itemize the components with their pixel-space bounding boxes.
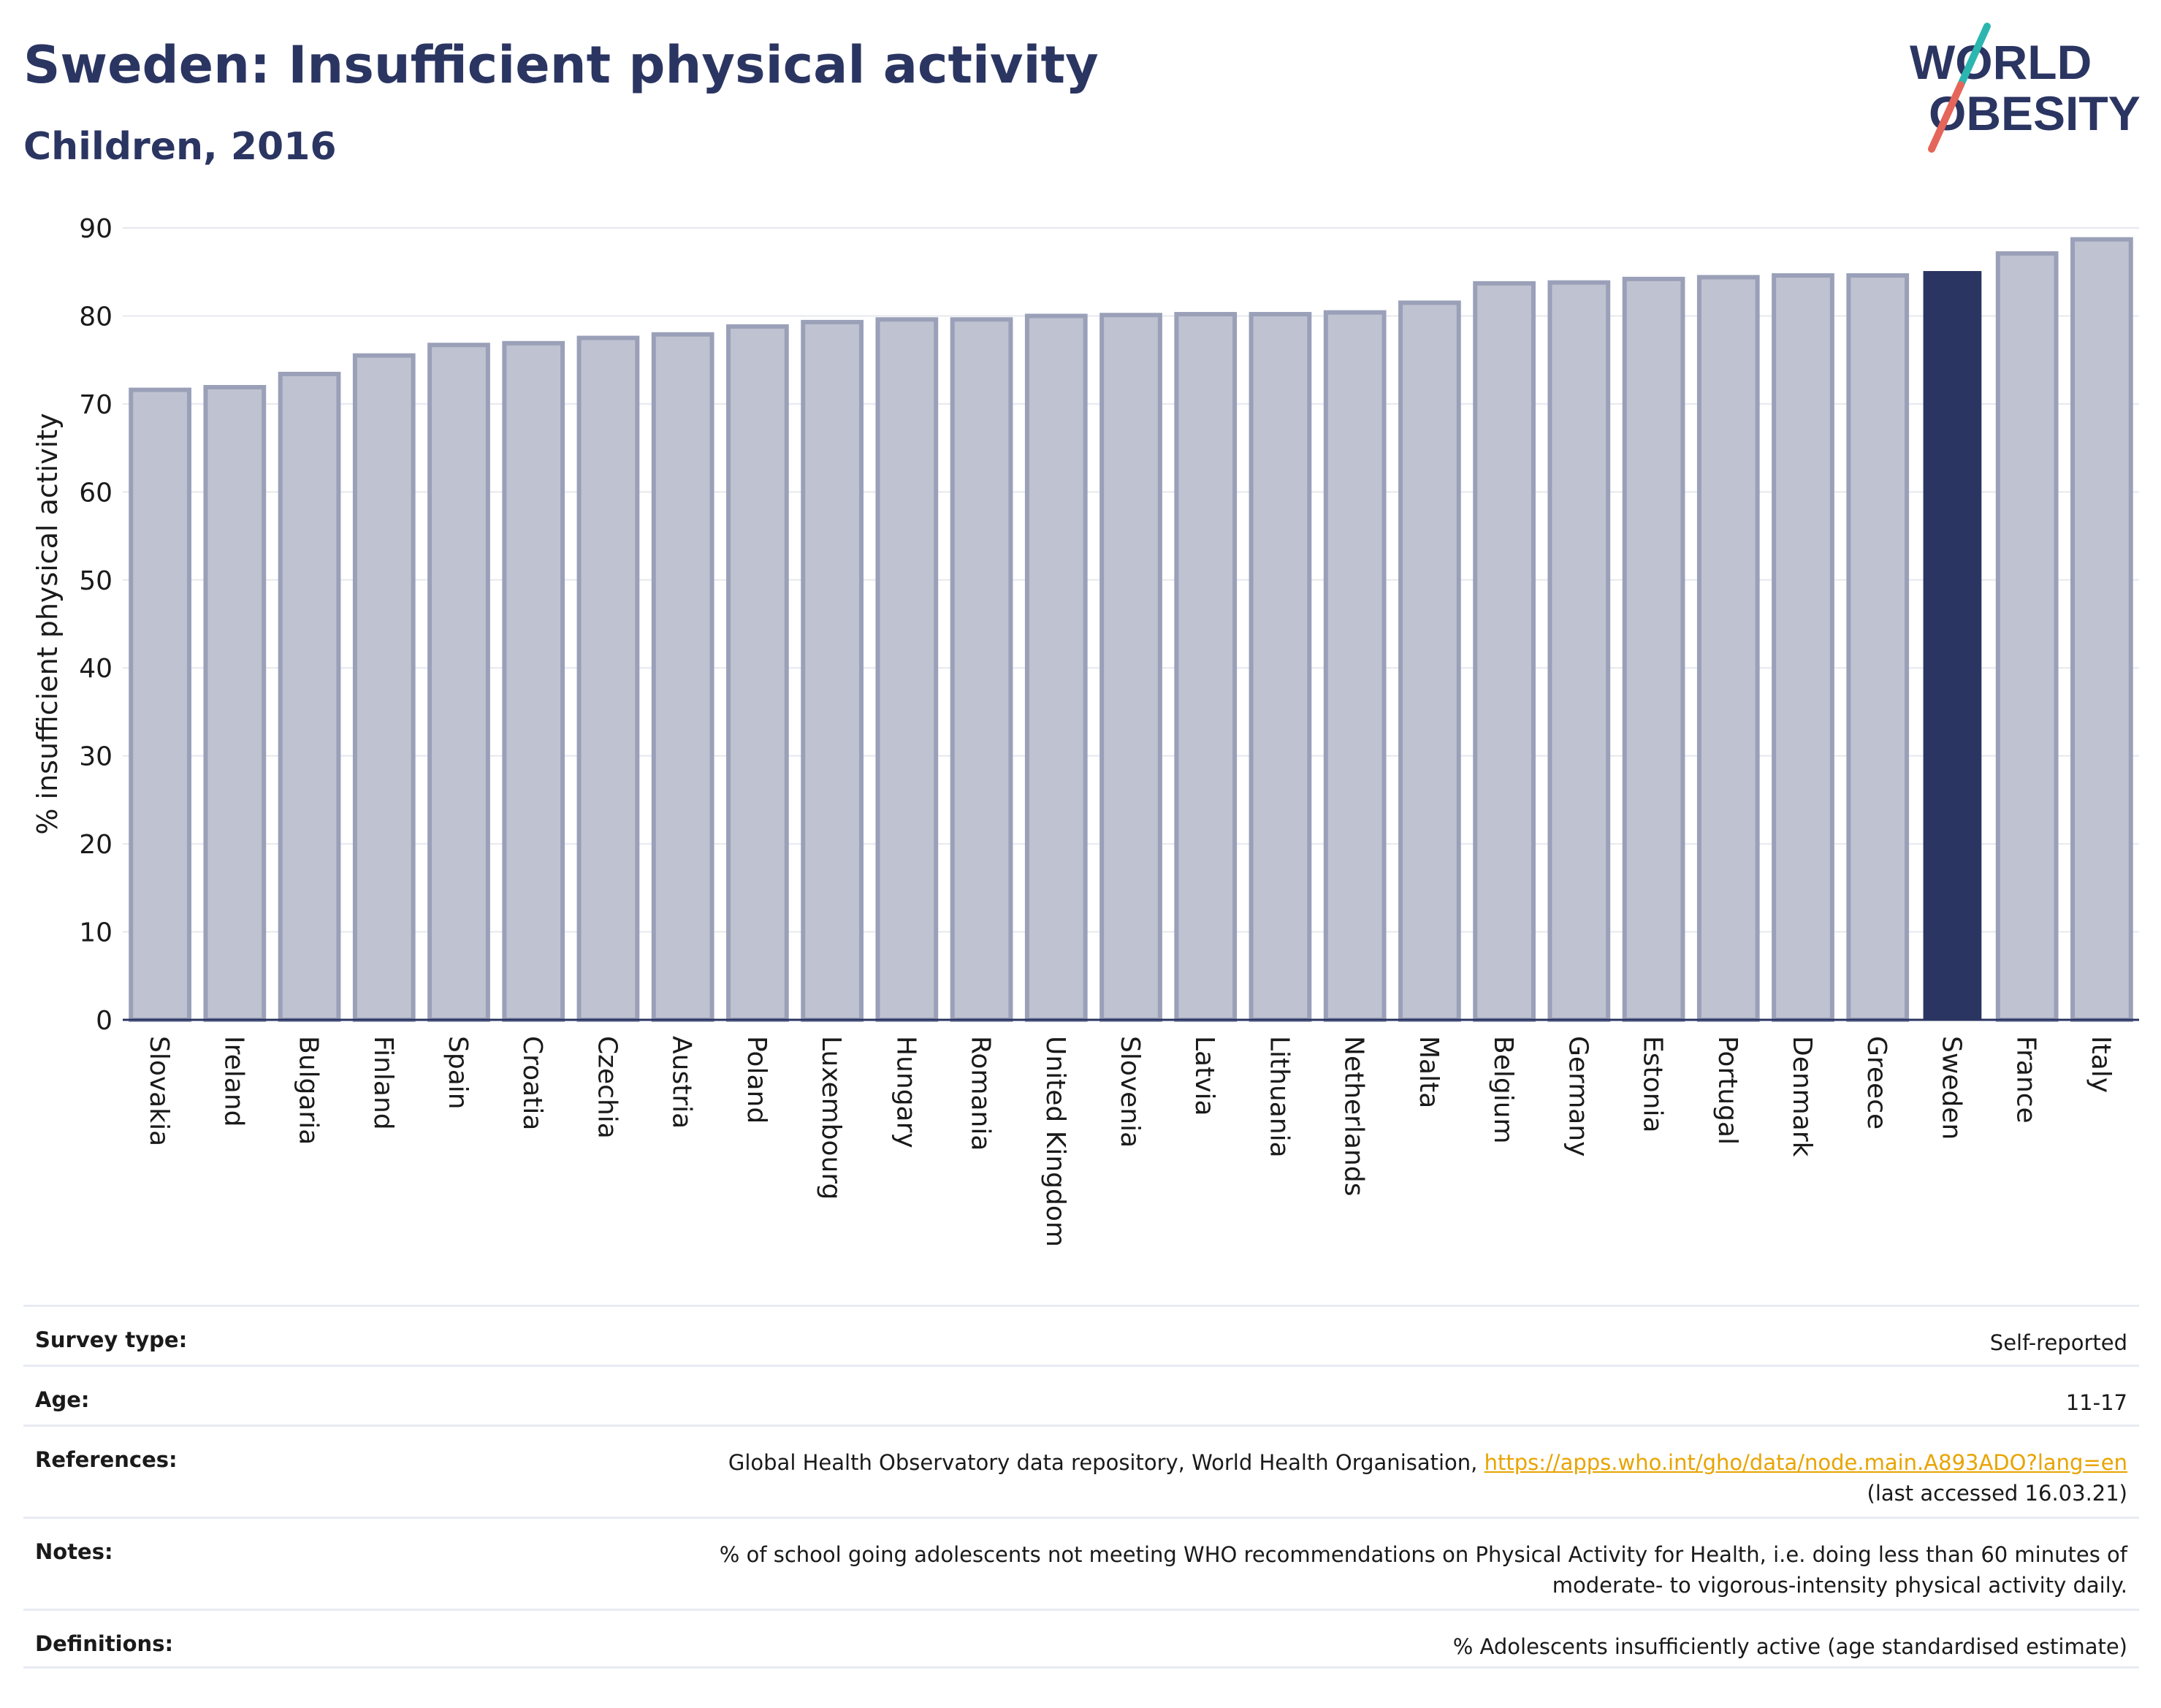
y-tick-label: 50 bbox=[79, 566, 113, 596]
bar-slovenia bbox=[1099, 313, 1162, 1022]
x-axis-labels: Slovakia Ireland Bulgaria Finland Spain Croat… bbox=[144, 1036, 2116, 1247]
x-tick-label: Netherlands bbox=[1339, 1036, 1369, 1196]
x-tick-label: Spain bbox=[443, 1036, 473, 1110]
bar-bulgaria bbox=[278, 371, 341, 1022]
y-tick-label: 60 bbox=[79, 478, 113, 508]
bar-greece bbox=[1846, 273, 1910, 1023]
bar-denmark bbox=[1772, 273, 1834, 1023]
y-tick-label: 10 bbox=[79, 918, 113, 948]
logo-line2: OBESITY bbox=[1929, 86, 2141, 140]
logo-slash-bottom bbox=[1928, 81, 1964, 153]
definitions-label: Definitions: bbox=[35, 1631, 174, 1656]
info-row-references: References: Global Health Observatory da… bbox=[23, 1425, 2139, 1517]
page-subtitle: Children, 2016 bbox=[23, 125, 337, 169]
bar-spain bbox=[427, 343, 490, 1022]
bar-ireland bbox=[203, 385, 267, 1022]
x-tick-label: Latvia bbox=[1189, 1036, 1219, 1116]
bar-slovakia bbox=[129, 387, 191, 1022]
bar-latvia bbox=[1174, 312, 1238, 1022]
page-title: Sweden: Insufficient physical activity bbox=[23, 35, 1099, 95]
x-tick-label: Portugal bbox=[1712, 1036, 1742, 1145]
bar-hungary bbox=[875, 317, 939, 1022]
notes-line1: % of school going adolescents not meetin… bbox=[719, 1542, 2127, 1567]
bar-czechia bbox=[576, 335, 640, 1022]
notes-line2: moderate- to vigorous-intensity physical… bbox=[1552, 1573, 2127, 1598]
logo-slash-top bbox=[1957, 23, 1991, 88]
x-tick-label: Estonia bbox=[1638, 1036, 1668, 1133]
x-tick-label: Ireland bbox=[218, 1036, 248, 1127]
bar-estonia bbox=[1622, 276, 1685, 1022]
x-tick-label: Romania bbox=[966, 1036, 996, 1151]
x-tick-label: Finland bbox=[368, 1036, 398, 1130]
references-text: Global Health Observatory data repositor… bbox=[728, 1450, 1485, 1475]
x-tick-label: Denmark bbox=[1787, 1036, 1817, 1157]
x-tick-label: Italy bbox=[2086, 1036, 2116, 1093]
info-row-definitions: Definitions: % Adolescents insufficientl… bbox=[23, 1609, 2139, 1669]
x-tick-label: Czechia bbox=[592, 1036, 622, 1139]
x-tick-label: Luxembourg bbox=[816, 1036, 846, 1200]
bar-poland bbox=[726, 324, 789, 1022]
y-tick-label: 0 bbox=[96, 1006, 113, 1036]
y-tick-label: 20 bbox=[79, 830, 113, 860]
x-tick-label: Slovenia bbox=[1115, 1036, 1145, 1148]
age-value: 11-17 bbox=[2065, 1390, 2127, 1415]
bar-lithuania bbox=[1249, 312, 1312, 1022]
y-tick-label: 80 bbox=[79, 302, 113, 332]
bar-italy bbox=[2070, 237, 2133, 1022]
y-tick-label: 90 bbox=[79, 214, 113, 244]
x-tick-label: France bbox=[2011, 1036, 2041, 1124]
bar-luxembourg bbox=[801, 319, 864, 1022]
x-tick-label: Croatia bbox=[517, 1036, 547, 1130]
info-table: Survey type: Self-reported Age: 11-17 Re… bbox=[23, 1305, 2139, 1669]
definitions-value: % Adolescents insufficiently active (age… bbox=[1452, 1634, 2127, 1659]
bar-croatia bbox=[502, 340, 565, 1022]
age-label: Age: bbox=[35, 1387, 90, 1412]
bar-finland bbox=[352, 353, 416, 1022]
y-tick-label: 40 bbox=[79, 654, 113, 684]
y-tick-label: 30 bbox=[79, 742, 113, 772]
bar-germany bbox=[1547, 280, 1611, 1023]
survey-type-label: Survey type: bbox=[35, 1327, 188, 1352]
info-row-age: Age: 11-17 bbox=[23, 1365, 2139, 1425]
info-row-notes: Notes: % of school going adolescents not… bbox=[23, 1517, 2139, 1609]
x-tick-label: United Kingdom bbox=[1040, 1036, 1070, 1247]
x-tick-label: Malta bbox=[1414, 1036, 1444, 1108]
notes-value: % of school going adolescents not meetin… bbox=[708, 1519, 2139, 1601]
y-axis-label: % insufficient physical activity bbox=[31, 413, 64, 834]
x-tick-label: Poland bbox=[742, 1036, 771, 1124]
y-tick-label: 70 bbox=[79, 390, 113, 420]
bar-malta bbox=[1398, 300, 1461, 1022]
references-value: Global Health Observatory data repositor… bbox=[717, 1427, 2139, 1509]
world-obesity-logo: WORLD OBESITY bbox=[1910, 23, 2141, 153]
x-tick-label: Slovakia bbox=[144, 1036, 174, 1146]
bar-netherlands bbox=[1323, 310, 1387, 1023]
x-tick-label: Austria bbox=[667, 1036, 697, 1129]
chart-bars bbox=[129, 237, 2133, 1023]
y-axis-ticks: 0 10 20 30 40 50 60 70 80 90 bbox=[79, 214, 113, 1036]
info-row-survey-type: Survey type: Self-reported bbox=[23, 1305, 2139, 1365]
references-label: References: bbox=[35, 1447, 178, 1472]
bar-austria bbox=[651, 332, 714, 1022]
notes-label: Notes: bbox=[35, 1539, 113, 1564]
survey-type-value: Self-reported bbox=[1989, 1330, 2127, 1355]
bar-chart: 0 10 20 30 40 50 60 70 80 90 Slovakia Ireland Bulga… bbox=[31, 214, 2139, 1247]
bar-sweden bbox=[1923, 271, 1982, 1020]
logo-line1: WORLD bbox=[1910, 35, 2092, 89]
x-tick-label: Germany bbox=[1563, 1036, 1593, 1156]
x-tick-label: Lithuania bbox=[1264, 1036, 1294, 1158]
bar-france bbox=[1995, 251, 2059, 1023]
references-link[interactable]: https://apps.who.int/gho/data/node.main.… bbox=[1484, 1450, 2127, 1475]
bar-portugal bbox=[1696, 275, 1760, 1022]
x-tick-label: Belgium bbox=[1488, 1036, 1518, 1144]
x-tick-label: Sweden bbox=[1936, 1036, 1966, 1140]
bar-belgium bbox=[1473, 281, 1536, 1022]
bar-romania bbox=[950, 317, 1013, 1022]
x-tick-label: Greece bbox=[1861, 1036, 1891, 1129]
x-tick-label: Hungary bbox=[891, 1036, 921, 1148]
x-tick-label: Bulgaria bbox=[294, 1036, 324, 1145]
references-accessed: (last accessed 16.03.21) bbox=[1867, 1481, 2127, 1506]
bar-united-kingdom bbox=[1024, 313, 1088, 1022]
